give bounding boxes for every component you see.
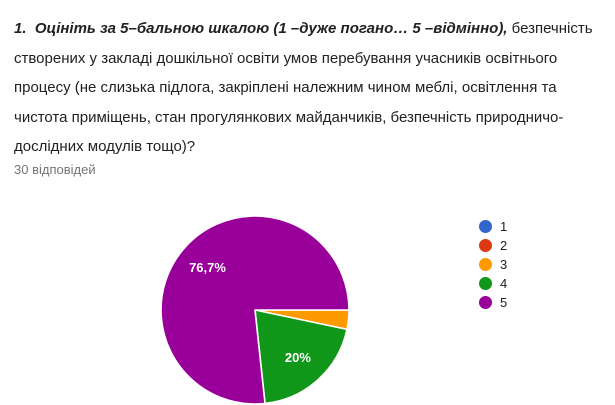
legend-color-dot-2 [479,239,492,252]
pie-slice-4 [254,309,348,405]
question-title: 1. Оцініть за 5–бальною шкалою (1 –дуже … [14,14,614,162]
legend-label-5: 5 [500,295,508,310]
legend-color-dot-4 [479,277,492,290]
legend-label-3: 3 [500,257,508,272]
legend-item-5: 5 [479,293,507,312]
pie-chart: 20% 76,7% [160,215,350,405]
legend-color-dot-1 [479,220,492,233]
legend-label-4: 4 [500,276,508,291]
legend-item-3: 3 [479,255,507,274]
response-count: 30 відповідей [14,162,96,177]
pie-slice-label-4: 20% [285,350,311,365]
legend-color-dot-5 [479,296,492,309]
legend-label-1: 1 [500,219,508,234]
legend-label-2: 2 [500,238,508,253]
question-title-emphasis: 1. Оцініть за 5–бальною шкалою (1 –дуже … [14,20,508,37]
legend-item-4: 4 [479,274,507,293]
legend-item-2: 2 [479,236,507,255]
legend-item-1: 1 [479,217,507,236]
pie-slice-5 [160,215,350,405]
question-title-rest: безпечність створених у закладі дошкільн… [14,20,597,155]
legend-color-dot-3 [479,258,492,271]
chart-legend: 1 2 3 4 5 [479,217,507,312]
pie-slice-label-5: 76,7% [189,260,226,275]
